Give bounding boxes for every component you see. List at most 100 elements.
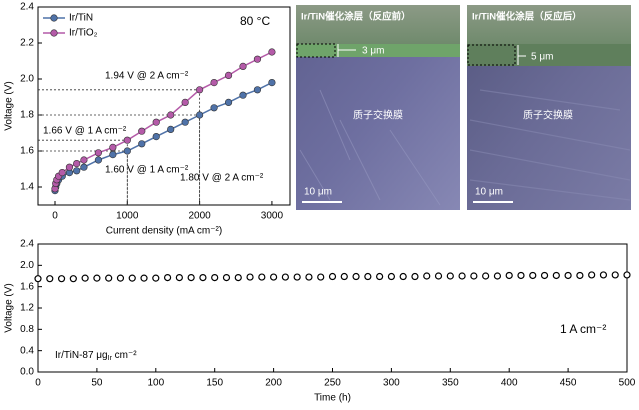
region-label: 质子交换膜 [523,109,573,122]
y-tick-label: 1.8 [20,110,34,121]
data-point [81,274,89,282]
guide-label: 1.66 V @ 1 A cm⁻² [43,126,127,137]
data-point [152,133,160,141]
data-point [224,71,233,79]
thickness-label: 5 μm [531,52,553,63]
x-axis-label: Current density (mA cm⁻²) [106,226,222,237]
x-tick-label: 2000 [188,211,211,222]
data-point [470,272,478,280]
y-tick-label: 0.8 [20,324,34,335]
data-point [239,62,247,71]
image-title: Ir/TiN催化涂层（反应后） [472,11,582,23]
y-tick-label: 1.6 [20,146,34,157]
data-point [529,271,537,280]
sample-label-sub: Ir [108,355,113,362]
data-point [434,272,443,280]
data-point [281,273,289,281]
sem-image-after: Ir/TiN催化涂层（反应后） 5 μm 质子交换膜 10 μm [467,5,631,210]
x-tick-label: 450 [560,378,577,389]
region-label: 质子交换膜 [353,109,403,122]
data-point [253,86,262,94]
data-point [399,272,407,281]
data-point [305,273,313,281]
data-point [611,271,619,279]
data-point [65,163,74,171]
data-point [352,272,360,281]
data-point [268,48,276,56]
data-point [152,274,160,282]
x-tick-label: 350 [442,378,459,389]
data-point [138,127,146,135]
data-point [246,273,254,281]
x-tick-label: 250 [324,378,341,389]
data-point [73,167,81,175]
x-tick-label: 100 [147,378,164,389]
data-point [196,86,204,94]
data-point [93,274,101,282]
data-point [94,156,102,164]
data-point [222,274,231,282]
x-tick-label: 0 [52,211,58,222]
sample-label-tail: cm⁻² [112,350,137,361]
data-point [224,98,233,106]
data-point [116,274,125,282]
data-point [253,55,262,63]
data-point [493,272,502,280]
coating-layer [296,44,460,57]
x-axis-label: Time (h) [314,393,351,404]
coating-top [296,5,460,45]
data-point [599,271,608,279]
data-point [270,273,278,281]
thickness-bracket [517,45,526,65]
data-point [552,271,560,280]
y-tick-label: 1.2 [20,303,34,314]
guide-label: 1.80 V @ 2 A cm⁻² [180,173,264,184]
x-tick-label: 3000 [261,211,284,222]
image-title: Ir/TiN催化涂层（反应前） [301,11,411,23]
dotted-box [467,44,516,66]
y-tick-label: 1.4 [20,182,34,193]
data-point [175,274,183,282]
sample-label-text: Ir/TiN-87 μg [55,350,108,361]
data-point [540,271,549,280]
data-point [564,271,572,280]
y-tick-label: 2.4 [20,239,34,250]
y-tick-label: 1.6 [20,281,34,292]
data-point [446,272,454,280]
data-point [423,272,431,280]
plot-frame [37,6,291,206]
data-point [73,160,81,168]
data-point [181,118,189,126]
legend-marker [50,29,58,37]
data-point [364,272,372,281]
y-tick-label: 2.4 [20,2,34,13]
data-point [258,273,266,281]
data-point [187,274,195,282]
legend-marker [50,14,58,22]
data-point [505,271,513,280]
data-point [293,273,301,281]
data-point [196,111,204,119]
thickness-label: 3 μm [362,46,384,57]
data-point [109,151,117,159]
data-point [482,272,490,280]
data-point [181,98,189,106]
x-tick-label: 400 [501,378,518,389]
data-point [152,118,160,126]
data-point [234,274,242,282]
data-point [211,274,219,282]
x-tick-label: 50 [91,378,103,389]
coating-top [467,5,631,45]
y-tick-label: 0.4 [20,345,34,356]
data-point [46,275,54,283]
data-point [317,273,325,281]
data-point [58,169,66,177]
data-point [34,275,42,283]
x-tick-label: 500 [619,378,636,389]
thickness-bracket [337,44,356,57]
dotted-box [296,43,336,58]
coating-layer [467,44,631,66]
scale-bar-label: 10 μm [475,187,503,198]
